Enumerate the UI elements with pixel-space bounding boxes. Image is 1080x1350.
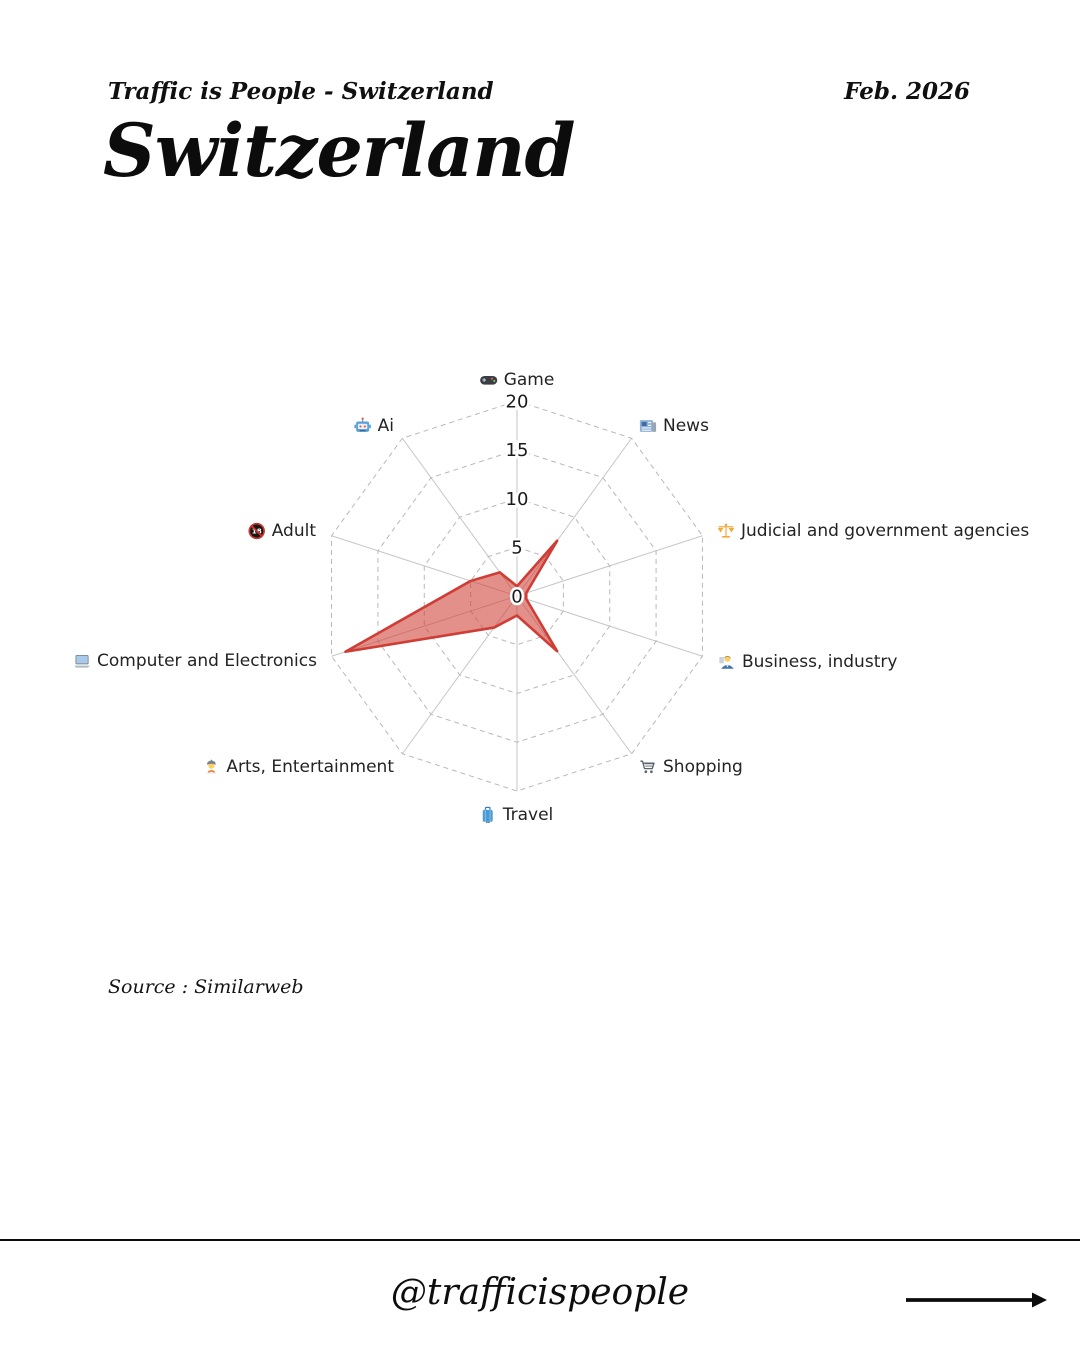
brand-text: Traffic is People - Switzerland <box>108 78 494 105</box>
handle-text: @trafficispeople <box>390 1272 690 1313</box>
category-label-text: Game <box>503 369 555 390</box>
shopping-cart-icon <box>639 758 657 776</box>
category-label-computer-and-electronics: Computer and Electronics <box>73 652 317 670</box>
radar-tick-label: 0 <box>511 586 522 607</box>
category-label-game: Game <box>480 369 555 390</box>
category-label-text: Travel <box>502 804 554 825</box>
category-label-shopping: Shopping <box>639 758 743 776</box>
category-label-adult: 18 Adult <box>248 522 316 540</box>
office-worker-icon <box>718 653 736 671</box>
category-label-text: Judicial and government agencies <box>741 520 1030 541</box>
scales-icon <box>717 522 735 540</box>
radar-tick-label: 20 <box>506 391 529 412</box>
radar-grid-ring <box>377 449 657 743</box>
artist-icon <box>202 758 220 776</box>
radar-series-polygon <box>344 539 559 654</box>
category-label-text: Shopping <box>663 756 743 777</box>
date-text: Feb. 2026 <box>844 78 970 105</box>
page-title: Switzerland <box>103 108 576 194</box>
radar-grid-ring <box>423 497 611 695</box>
category-label-text: Arts, Entertainment <box>226 756 394 777</box>
radar-tick-label: 15 <box>506 440 529 461</box>
category-label-judicial-and-government-agencies: Judicial and government agencies <box>717 522 1029 540</box>
header-row: Traffic is People - Switzerland Feb. 202… <box>108 78 970 105</box>
newspaper-icon <box>639 417 657 435</box>
robot-icon <box>354 417 372 435</box>
gamepad-icon <box>480 371 498 389</box>
radar-tick-label: 5 <box>511 538 522 559</box>
footer-divider <box>0 1239 1080 1241</box>
right-arrow-icon <box>903 1287 1049 1317</box>
luggage-icon <box>479 806 497 824</box>
category-label-text: News <box>663 415 709 436</box>
laptop-icon <box>73 652 91 670</box>
category-label-ai: Ai <box>354 417 394 435</box>
category-label-text: Business, industry <box>742 651 898 672</box>
category-label-business-industry: Business, industry <box>718 653 897 671</box>
category-label-travel: Travel <box>479 804 554 825</box>
category-label-text: Computer and Electronics <box>97 650 317 671</box>
radar-tick-label: 10 <box>506 489 529 510</box>
category-label-text: Ai <box>377 415 394 436</box>
radar-grid-ring <box>331 400 703 792</box>
source-note: Source : Similarweb <box>108 976 304 998</box>
category-label-arts-entertainment: Arts, Entertainment <box>202 758 394 776</box>
category-label-text: Adult <box>271 520 316 541</box>
under-18-icon: 18 <box>248 522 266 540</box>
category-label-news: News <box>639 417 709 435</box>
